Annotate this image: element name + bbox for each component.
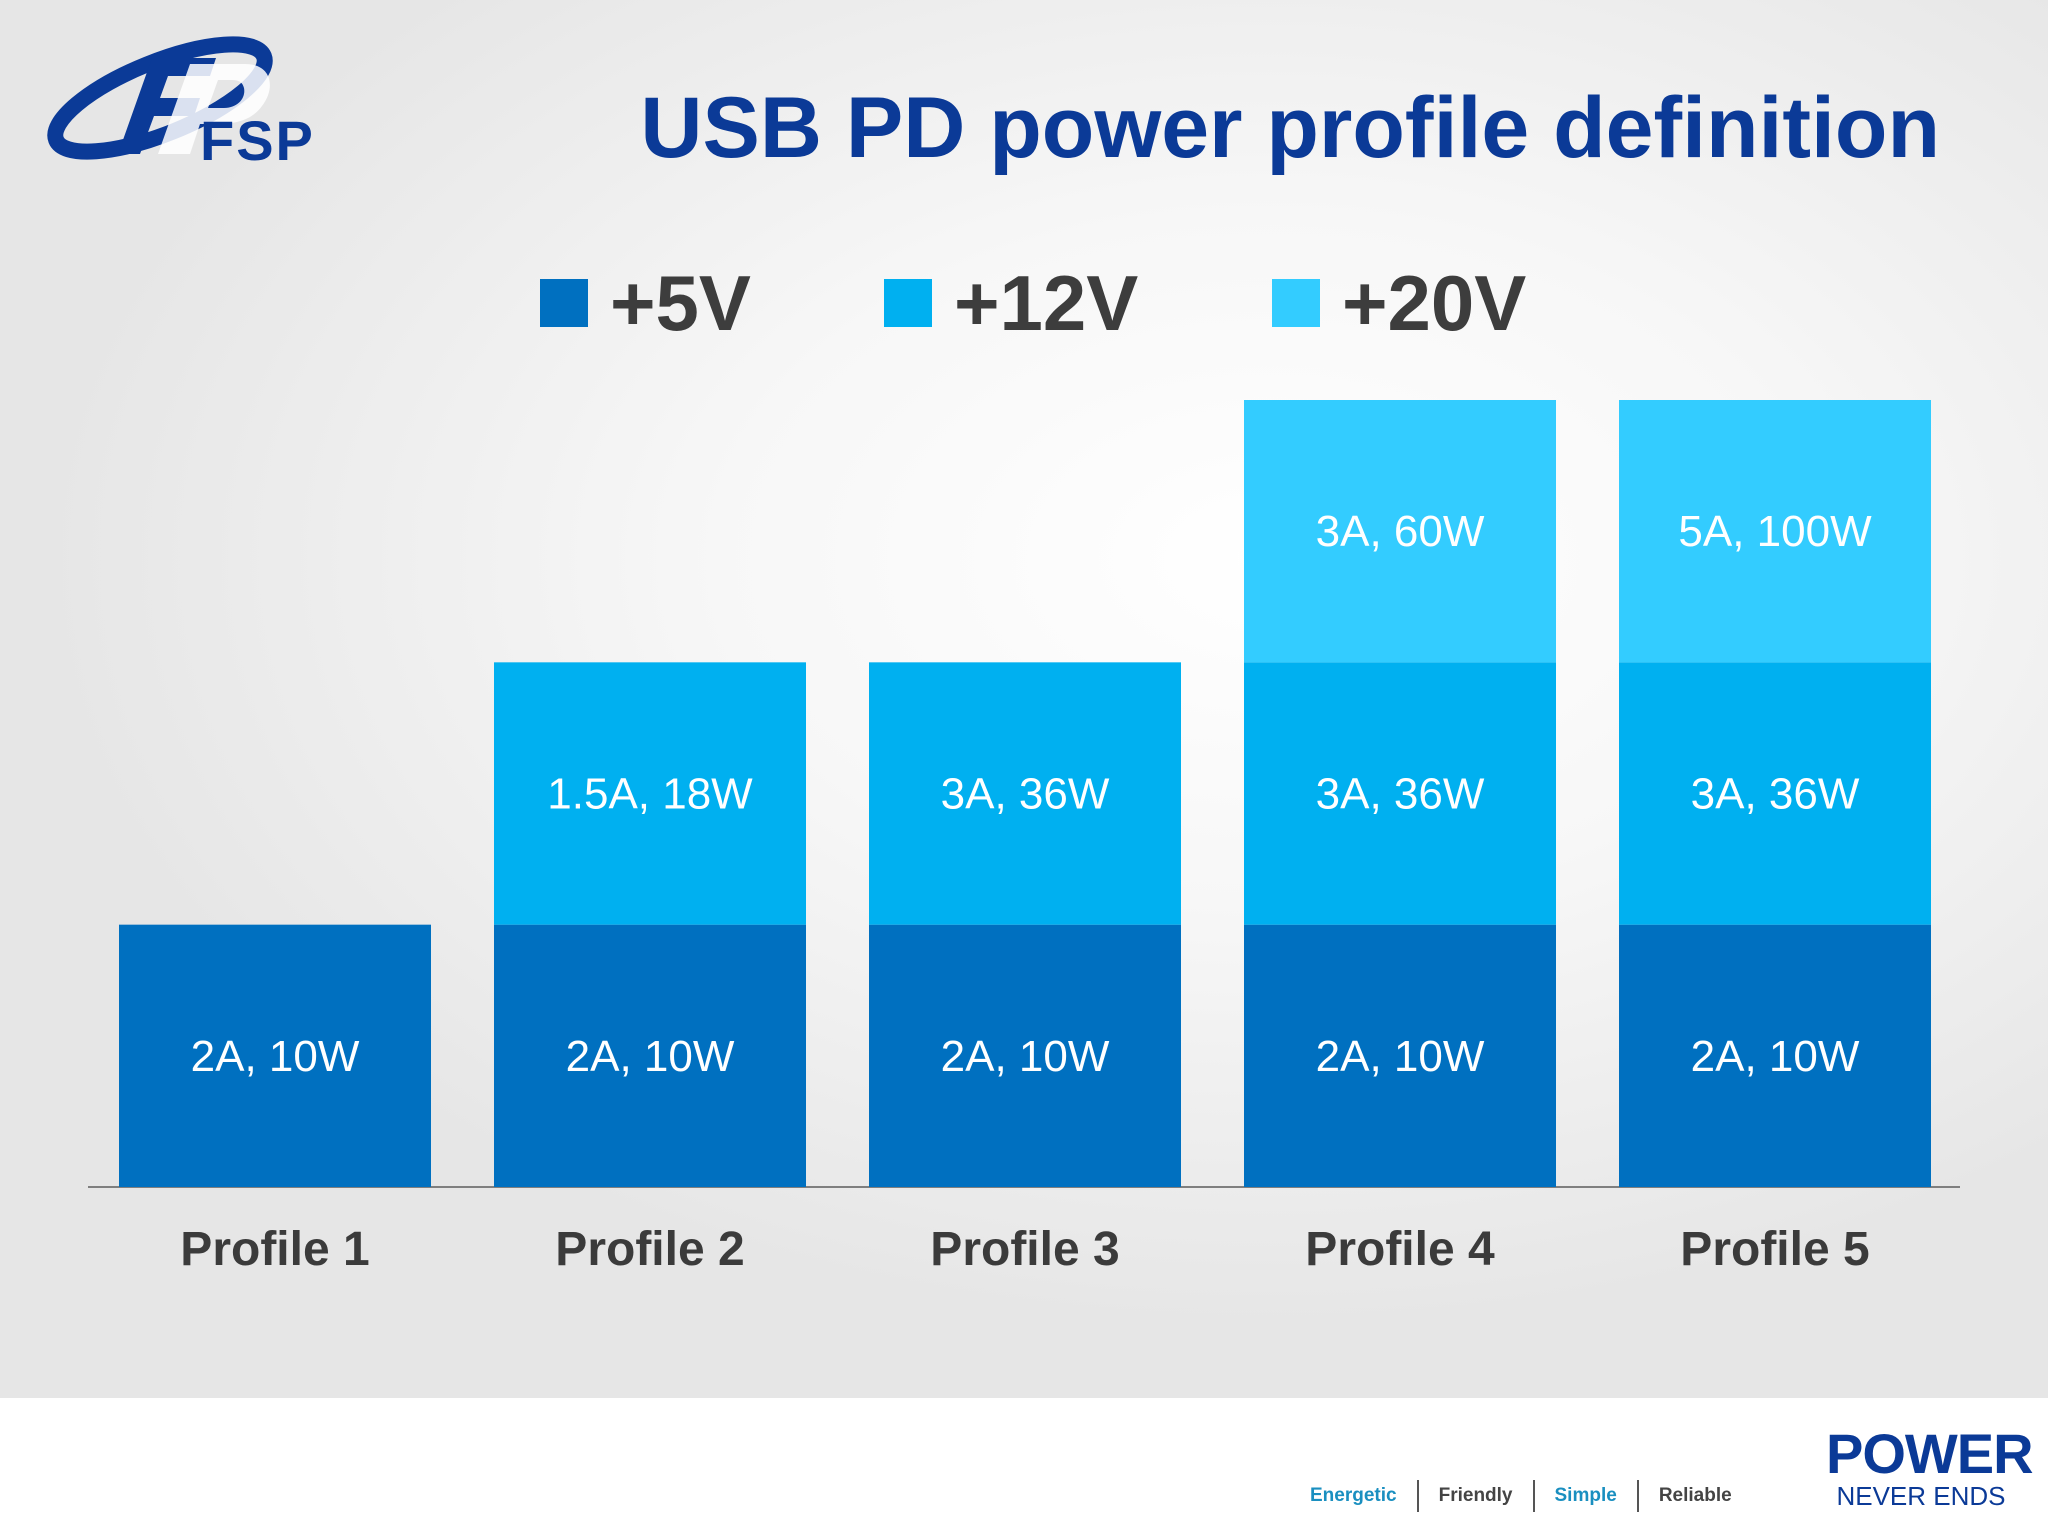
data-label: 2A, 10W [941, 1032, 1110, 1081]
legend-swatch-5v [540, 279, 588, 327]
data-label: 2A, 10W [1691, 1032, 1860, 1081]
slide-title: USB PD power profile definition [640, 80, 1940, 176]
chart-legend: +5V +12V +20V [0, 258, 2048, 348]
brand-never-ends: NEVER ENDS [1836, 1481, 2006, 1511]
footer-bar: Energetic Friendly Simple Reliable POWER… [0, 1398, 2048, 1536]
slide-background: FSP USB PD power profile definition +5V … [0, 0, 2048, 1398]
data-label: 3A, 36W [1691, 770, 1860, 819]
tagline-reliable: Reliable [1658, 1485, 1732, 1506]
category-label: Profile 1 [180, 1223, 369, 1276]
legend-swatch-20v [1272, 279, 1320, 327]
legend-item-20v: +20V [1272, 258, 1526, 348]
data-label: 2A, 10W [191, 1032, 360, 1081]
fsp-logo-icon: FSP [47, 36, 315, 172]
category-label: Profile 5 [1680, 1223, 1869, 1276]
brand-power: POWER [1826, 1422, 2034, 1485]
fsp-logo-text: FSP [200, 109, 315, 172]
legend-label-5v: +5V [610, 259, 751, 347]
power-never-ends-logo: POWER NEVER ENDS [1826, 1422, 2034, 1511]
data-label: 3A, 36W [1316, 770, 1485, 819]
data-label: 1.5A, 18W [547, 770, 753, 819]
category-label: Profile 2 [555, 1223, 744, 1276]
tagline: Energetic Friendly Simple Reliable [1290, 1476, 1752, 1516]
data-label: 2A, 10W [566, 1032, 735, 1081]
tagline-simple: Simple [1554, 1485, 1617, 1506]
data-label: 3A, 60W [1316, 507, 1485, 556]
category-label: Profile 4 [1305, 1223, 1495, 1276]
bar-segment-5V-profile-2 [494, 924, 806, 1187]
bar-segment-12V-profile-4 [1244, 662, 1556, 925]
bar-segment-12V-profile-3 [869, 662, 1181, 925]
tagline-friendly: Friendly [1438, 1485, 1513, 1506]
tagline-energetic: Energetic [1310, 1485, 1397, 1506]
legend-label-20v: +20V [1342, 259, 1527, 347]
bar-segment-20V-profile-5 [1619, 400, 1931, 663]
tagline-divider [1532, 1480, 1535, 1512]
legend-label-12v: +12V [954, 259, 1139, 347]
legend-item-5v: +5V [540, 258, 751, 348]
fsp-logo: FSP [40, 36, 340, 176]
bar-segment-20V-profile-4 [1244, 400, 1556, 663]
bar-segment-5V-profile-4 [1244, 924, 1556, 1187]
legend-item-12v: +12V [884, 258, 1138, 348]
bar-segment-5V-profile-1 [119, 924, 431, 1187]
legend-swatch-12v [884, 279, 932, 327]
bar-segment-5V-profile-3 [869, 924, 1181, 1187]
tagline-divider [1636, 1480, 1639, 1512]
stacked-bar-chart: 2A, 10W Profile 1 2A, 10W 1.5A, 18W Profile … [88, 400, 1960, 1276]
category-label: Profile 3 [930, 1223, 1119, 1276]
data-label: 3A, 36W [941, 770, 1110, 819]
bar-segment-5V-profile-5 [1619, 924, 1931, 1187]
data-label: 2A, 10W [1316, 1032, 1485, 1081]
bar-segment-12V-profile-5 [1619, 662, 1931, 925]
tagline-divider [1416, 1480, 1419, 1512]
data-label: 5A, 100W [1678, 507, 1872, 556]
bar-segment-12V-profile-2 [494, 662, 806, 925]
